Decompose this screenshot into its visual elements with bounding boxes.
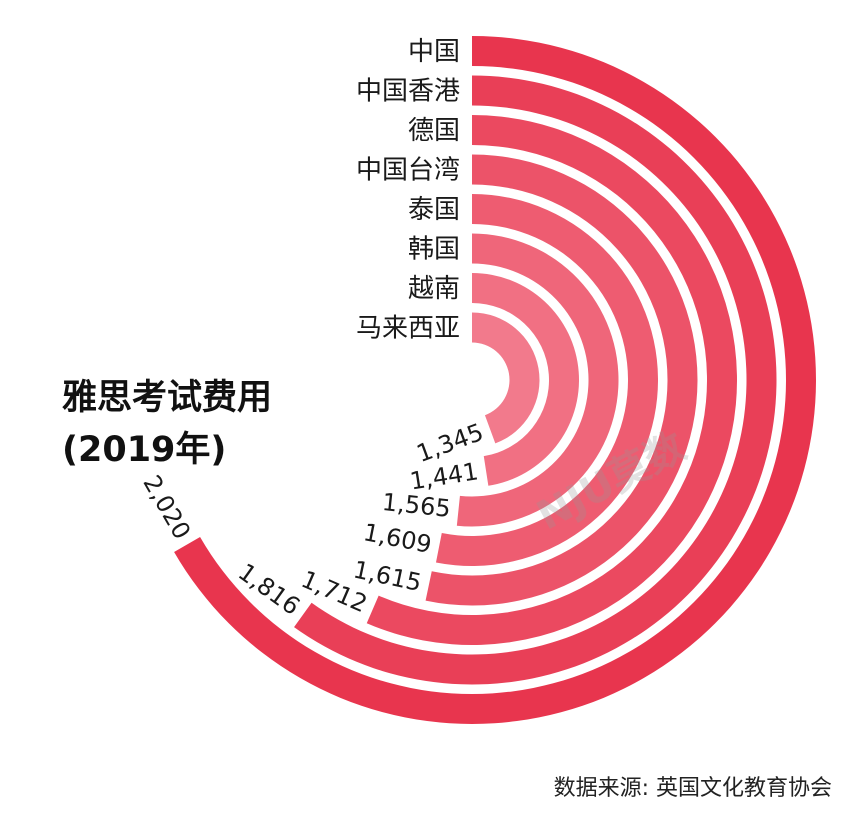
bar-5 — [435, 194, 658, 566]
value-label: 1,441 — [408, 457, 480, 495]
bar-8 — [472, 312, 540, 444]
source-note: 数据来源: 英国文化教育协会 — [553, 776, 832, 801]
category-label: 中国台湾 — [356, 156, 460, 186]
category-label: 越南 — [408, 274, 460, 304]
bar-7 — [472, 273, 579, 486]
chart-subtitle: (2019年) — [62, 430, 227, 470]
chart-title: 雅思考试费用 — [62, 378, 273, 418]
category-label: 泰国 — [408, 195, 460, 225]
category-label: 马来西亚 — [356, 314, 460, 344]
bar-6 — [456, 233, 619, 527]
chart-title-block: 雅思考试费用 (2019年) — [62, 372, 362, 476]
category-label: 德国 — [408, 116, 460, 146]
category-label: 中国香港 — [356, 77, 460, 107]
category-label: 韩国 — [408, 235, 460, 265]
bar-2 — [294, 75, 777, 685]
category-label: 中国 — [408, 37, 460, 67]
value-label: 2,020 — [137, 471, 196, 545]
value-label: 1,609 — [361, 518, 434, 559]
